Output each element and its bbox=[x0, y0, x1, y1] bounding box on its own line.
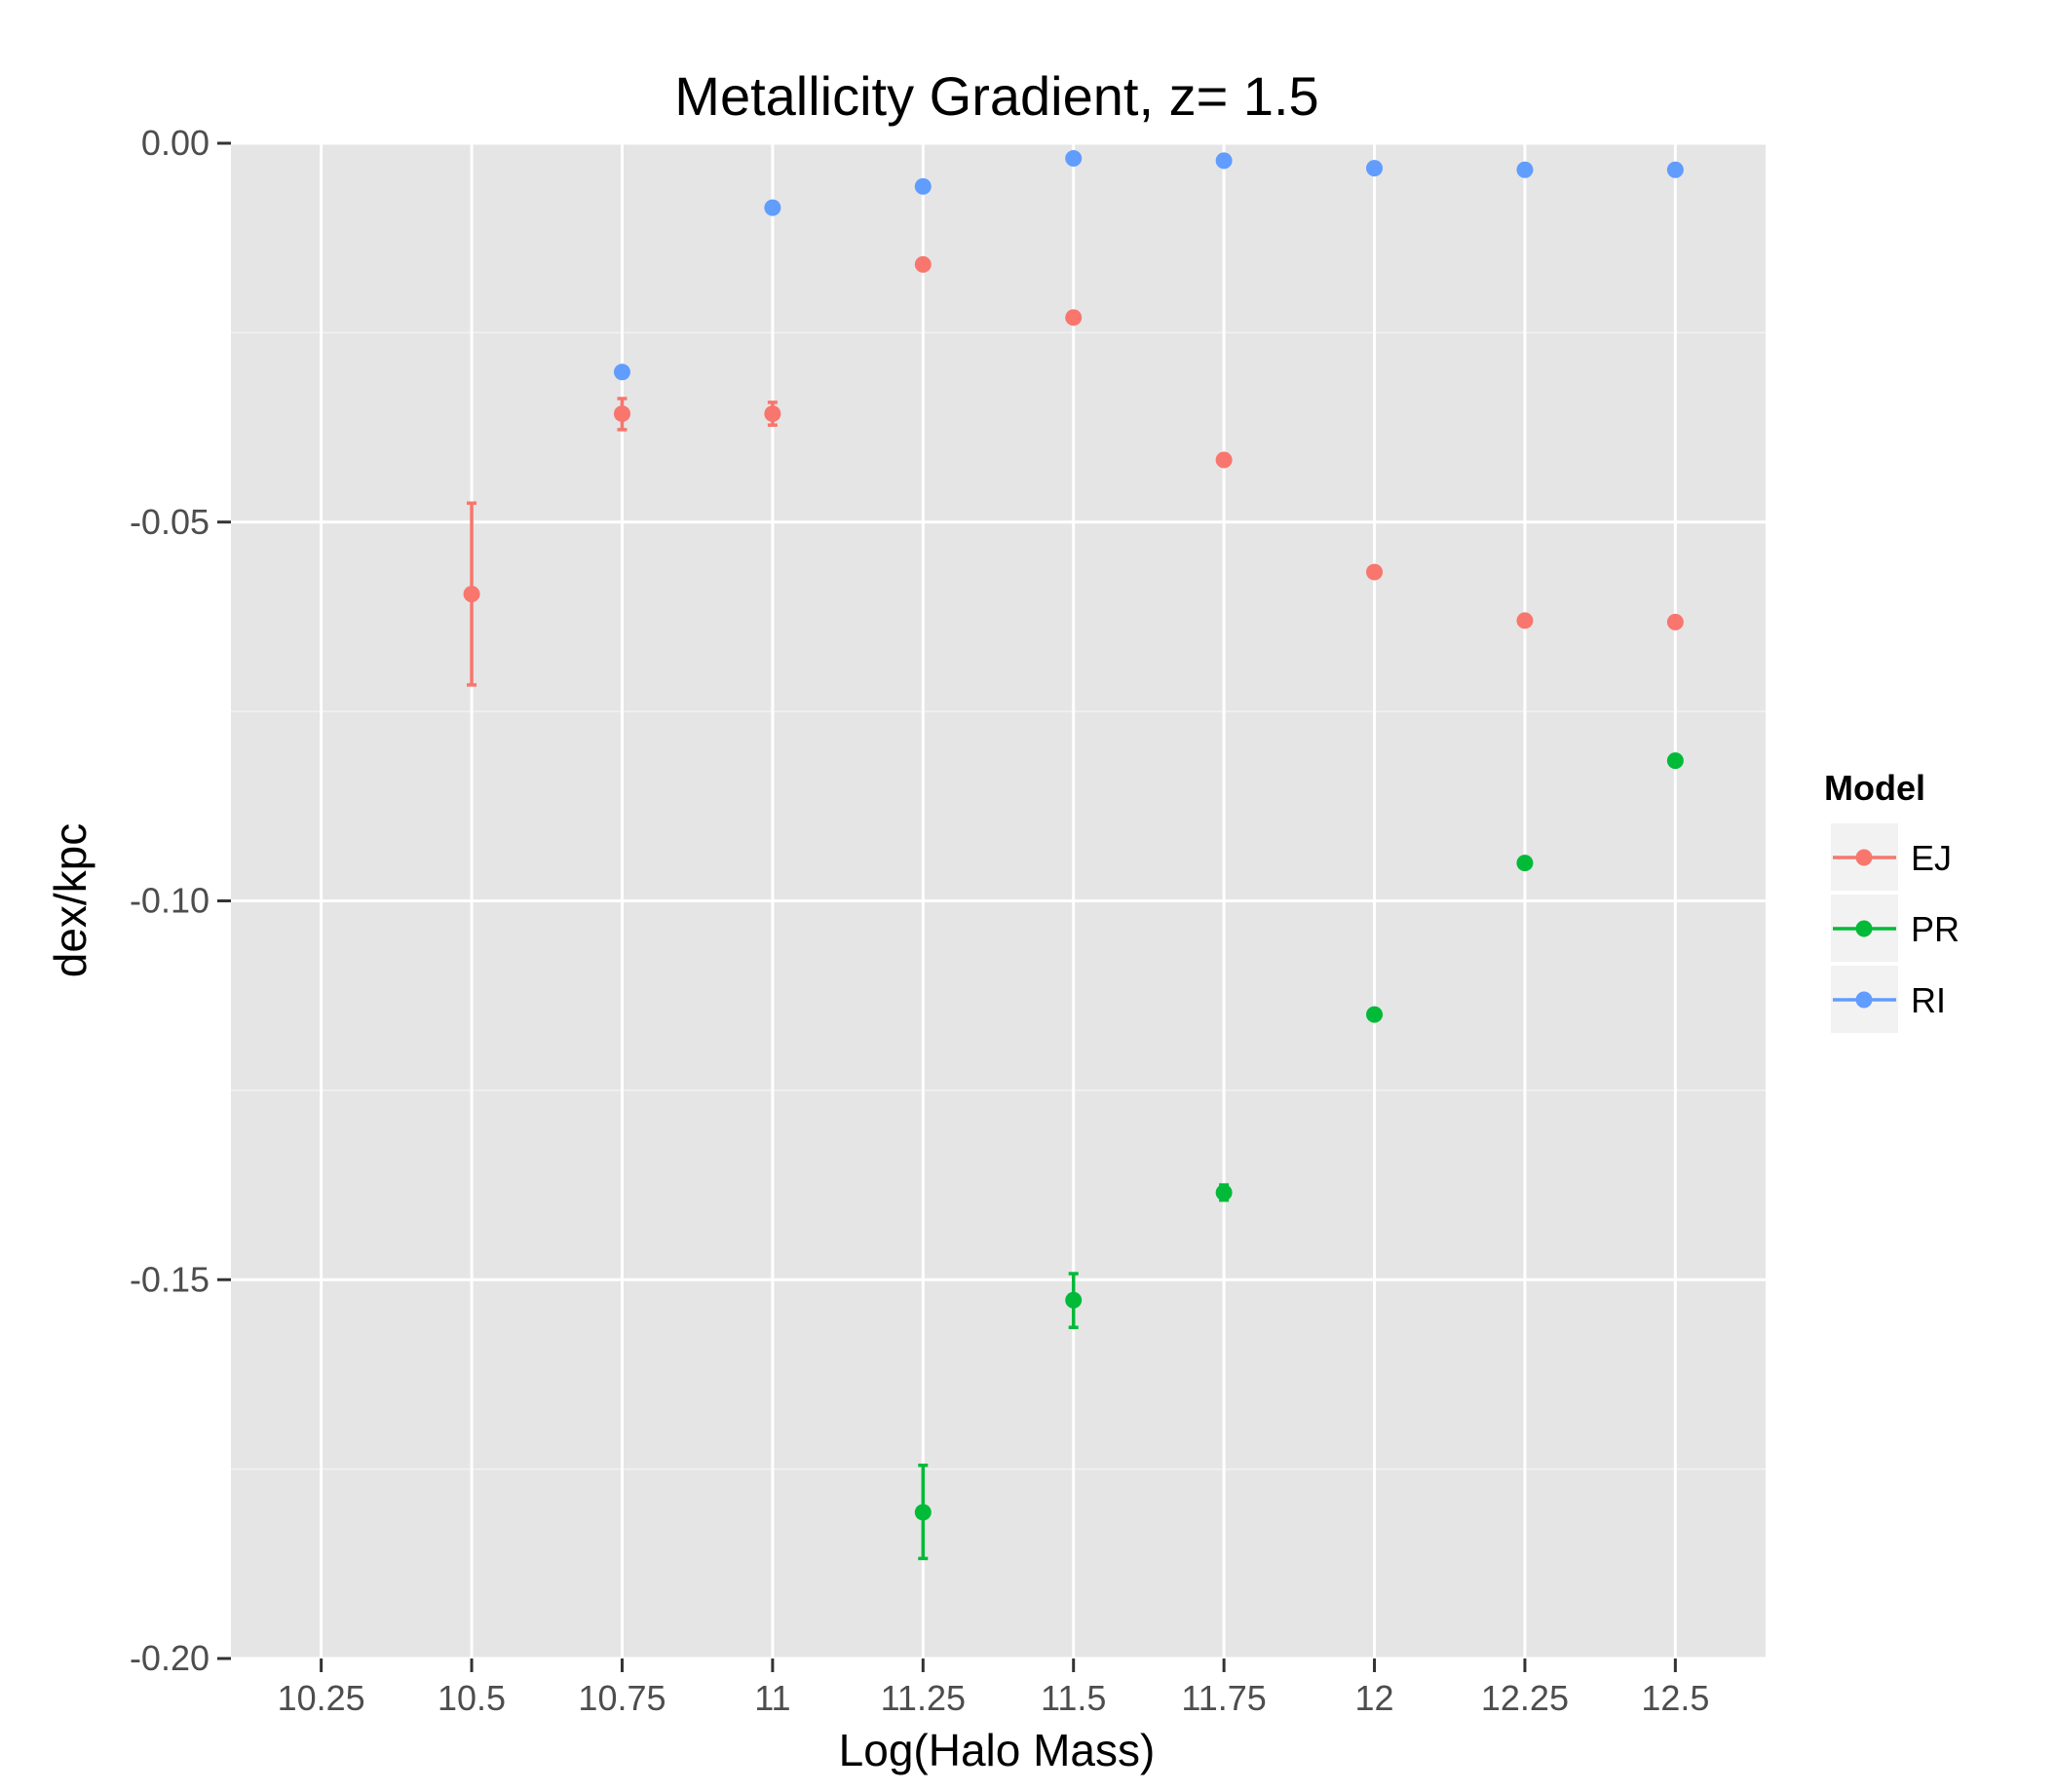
x-tick-label: 12 bbox=[1355, 1678, 1394, 1718]
legend-title: Model bbox=[1824, 768, 1925, 808]
legend-label-pr: PR bbox=[1911, 909, 1960, 949]
point-ri bbox=[1666, 161, 1684, 178]
x-tick-label: 10.5 bbox=[438, 1678, 506, 1718]
point-pr bbox=[1215, 1184, 1233, 1201]
x-tick-label: 11.5 bbox=[1041, 1678, 1106, 1718]
x-tick-label: 12.25 bbox=[1481, 1678, 1569, 1718]
y-tick-label: -0.15 bbox=[130, 1259, 209, 1299]
point-ri bbox=[613, 363, 630, 381]
point-pr bbox=[1366, 1006, 1384, 1023]
x-tick-label: 12.5 bbox=[1641, 1678, 1709, 1718]
point-ri bbox=[1215, 152, 1233, 170]
legend-item-pr: PR bbox=[1831, 895, 1960, 962]
point-ej bbox=[613, 405, 630, 423]
point-ej bbox=[1366, 563, 1384, 581]
x-tick-label: 10.25 bbox=[278, 1678, 365, 1718]
point-ri bbox=[914, 177, 932, 195]
point-ej bbox=[1516, 612, 1534, 629]
data-marks bbox=[463, 150, 1684, 1561]
point-ej bbox=[914, 255, 932, 273]
point-ri bbox=[1065, 150, 1083, 168]
point-ri bbox=[1516, 161, 1534, 178]
x-axis: 10.25 10.5 10.75 11 11.25 11.5 11.75 12 12.25 12.… bbox=[278, 1659, 1709, 1718]
chart-title: Metallicity Gradient, z= 1.5 bbox=[674, 65, 1318, 127]
x-tick-label: 10.75 bbox=[578, 1678, 666, 1718]
x-axis-title: Log(Halo Mass) bbox=[839, 1725, 1156, 1775]
legend-item-ri: RI bbox=[1831, 966, 1946, 1033]
legend-point-ej bbox=[1855, 849, 1873, 866]
point-ej bbox=[764, 405, 781, 423]
point-ej bbox=[1215, 451, 1233, 469]
point-pr bbox=[1516, 855, 1534, 872]
legend-label-ej: EJ bbox=[1911, 838, 1952, 878]
point-ri bbox=[1366, 160, 1384, 177]
y-tick-label: -0.10 bbox=[130, 881, 209, 921]
y-tick-label: -0.05 bbox=[130, 502, 209, 542]
x-tick-label: 11 bbox=[754, 1678, 790, 1718]
y-axis: 0.00 -0.05 -0.10 -0.15 -0.20 bbox=[130, 123, 231, 1678]
point-ej bbox=[1065, 309, 1083, 326]
point-ri bbox=[764, 199, 781, 216]
point-ej bbox=[463, 586, 480, 603]
legend-point-ri bbox=[1855, 991, 1873, 1009]
y-tick-label: -0.20 bbox=[130, 1638, 209, 1678]
y-axis-title: dex/kpc bbox=[45, 823, 95, 978]
x-tick-label: 11.75 bbox=[1181, 1678, 1266, 1718]
legend-point-pr bbox=[1855, 920, 1873, 937]
grid-lines bbox=[231, 141, 1766, 1660]
point-pr bbox=[1666, 752, 1684, 770]
point-ej bbox=[1666, 613, 1684, 630]
point-pr bbox=[914, 1504, 932, 1521]
point-pr bbox=[1065, 1291, 1083, 1309]
y-tick-label: 0.00 bbox=[141, 123, 209, 163]
legend: Model EJ PR RI bbox=[1824, 768, 1960, 1033]
legend-item-ej: EJ bbox=[1831, 823, 1952, 891]
legend-label-ri: RI bbox=[1911, 980, 1946, 1020]
x-tick-label: 11.25 bbox=[881, 1678, 966, 1718]
